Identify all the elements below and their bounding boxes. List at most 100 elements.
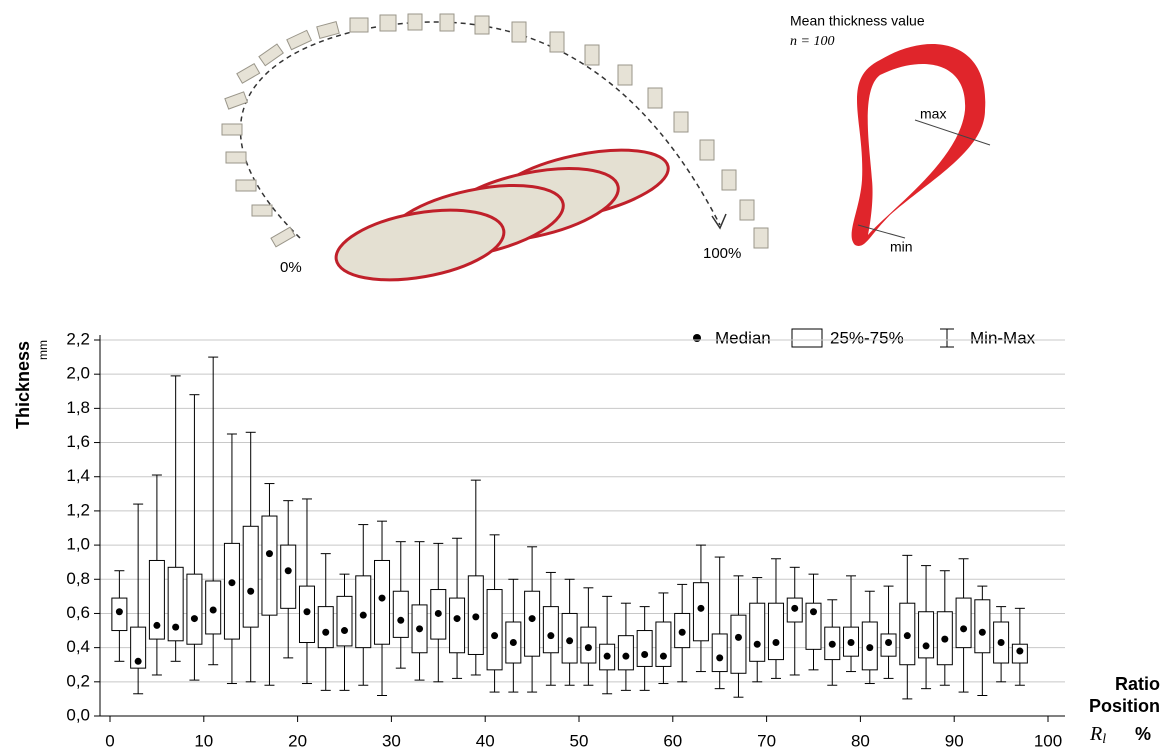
box — [542, 606, 559, 654]
median — [584, 644, 592, 652]
max-label: max — [920, 106, 946, 122]
x-axis-title-1: Ratio — [1115, 674, 1160, 694]
median — [997, 639, 1005, 647]
median — [716, 654, 724, 662]
median — [528, 615, 536, 623]
y-tick-label: 1,8 — [66, 398, 90, 417]
median — [810, 608, 817, 616]
median — [960, 625, 968, 633]
median — [153, 621, 161, 629]
x-axis-unit: % — [1135, 724, 1151, 744]
median — [922, 642, 930, 650]
thickness-shape — [851, 44, 986, 246]
legend-whisker: Min-Max — [970, 328, 1036, 347]
box — [974, 599, 991, 654]
median — [228, 579, 236, 587]
legend-median-icon — [693, 334, 701, 342]
median — [1016, 647, 1024, 655]
box — [655, 621, 672, 667]
slabs — [334, 148, 670, 282]
x-symbol-sub: l — [1102, 732, 1106, 747]
median — [547, 632, 555, 640]
median — [941, 635, 949, 643]
box — [280, 544, 297, 609]
legend-median: Median — [715, 328, 771, 347]
start-label: 0% — [280, 259, 302, 276]
x-tick-label: 0 — [105, 731, 114, 749]
x-tick-label: 30 — [382, 731, 401, 749]
arrow-head — [711, 213, 727, 230]
x-tick-label: 90 — [945, 731, 964, 749]
median — [434, 609, 442, 617]
y-tick-label: 0,6 — [66, 603, 90, 622]
y-tick-label: 2,0 — [66, 364, 90, 383]
min-label: min — [890, 239, 913, 255]
y-tick-label: 0,8 — [66, 569, 90, 588]
median — [115, 608, 123, 616]
y-tick-label: 1,0 — [66, 535, 90, 554]
legend-whisker-icon — [940, 328, 954, 348]
median — [509, 639, 517, 647]
median — [209, 606, 217, 614]
median — [566, 637, 574, 645]
box — [223, 542, 240, 640]
y-tick-label: 0,2 — [66, 671, 90, 690]
median — [190, 615, 198, 623]
median — [828, 640, 836, 648]
median — [885, 639, 893, 647]
x-tick-label: 40 — [476, 731, 495, 749]
y-tick-label: 0,4 — [66, 637, 90, 656]
median — [791, 604, 799, 612]
median — [359, 611, 367, 619]
x-tick-label: 20 — [288, 731, 307, 749]
box — [767, 602, 784, 661]
inset-n: n = 100 — [790, 34, 834, 49]
box — [955, 597, 972, 649]
box — [130, 626, 147, 669]
box — [336, 595, 353, 647]
median — [866, 644, 874, 652]
box — [374, 559, 391, 645]
median — [903, 632, 911, 640]
box — [186, 573, 203, 645]
median — [847, 639, 855, 647]
box — [636, 630, 653, 667]
median — [247, 587, 255, 595]
median — [659, 652, 667, 660]
box — [167, 566, 184, 642]
median — [378, 594, 386, 602]
y-tick-label: 1,2 — [66, 500, 90, 519]
median — [978, 628, 986, 636]
median — [622, 652, 630, 660]
x-tick-label: 60 — [663, 731, 682, 749]
median — [172, 623, 180, 631]
median — [472, 613, 480, 621]
slices — [221, 13, 769, 249]
median — [265, 550, 273, 558]
median — [734, 633, 742, 641]
median — [134, 657, 142, 665]
x-axis-title-2: Position — [1089, 696, 1160, 716]
median — [397, 616, 405, 624]
median — [416, 625, 424, 633]
median — [341, 627, 348, 635]
box — [261, 515, 278, 616]
x-tick-label: 70 — [757, 731, 776, 749]
median — [453, 615, 461, 623]
x-tick-label: 80 — [851, 731, 870, 749]
box — [918, 611, 935, 659]
inset-title: Mean thickness value — [790, 13, 925, 29]
x-symbol: R — [1089, 723, 1102, 745]
end-label: 100% — [703, 245, 741, 262]
median — [322, 628, 330, 636]
x-tick-label: 10 — [194, 731, 213, 749]
legend-box-icon — [791, 328, 823, 348]
box — [711, 633, 728, 673]
median — [303, 608, 311, 616]
median — [697, 604, 705, 612]
box — [449, 597, 466, 654]
path-arrow — [239, 21, 721, 239]
median — [284, 567, 292, 575]
box — [730, 614, 747, 674]
